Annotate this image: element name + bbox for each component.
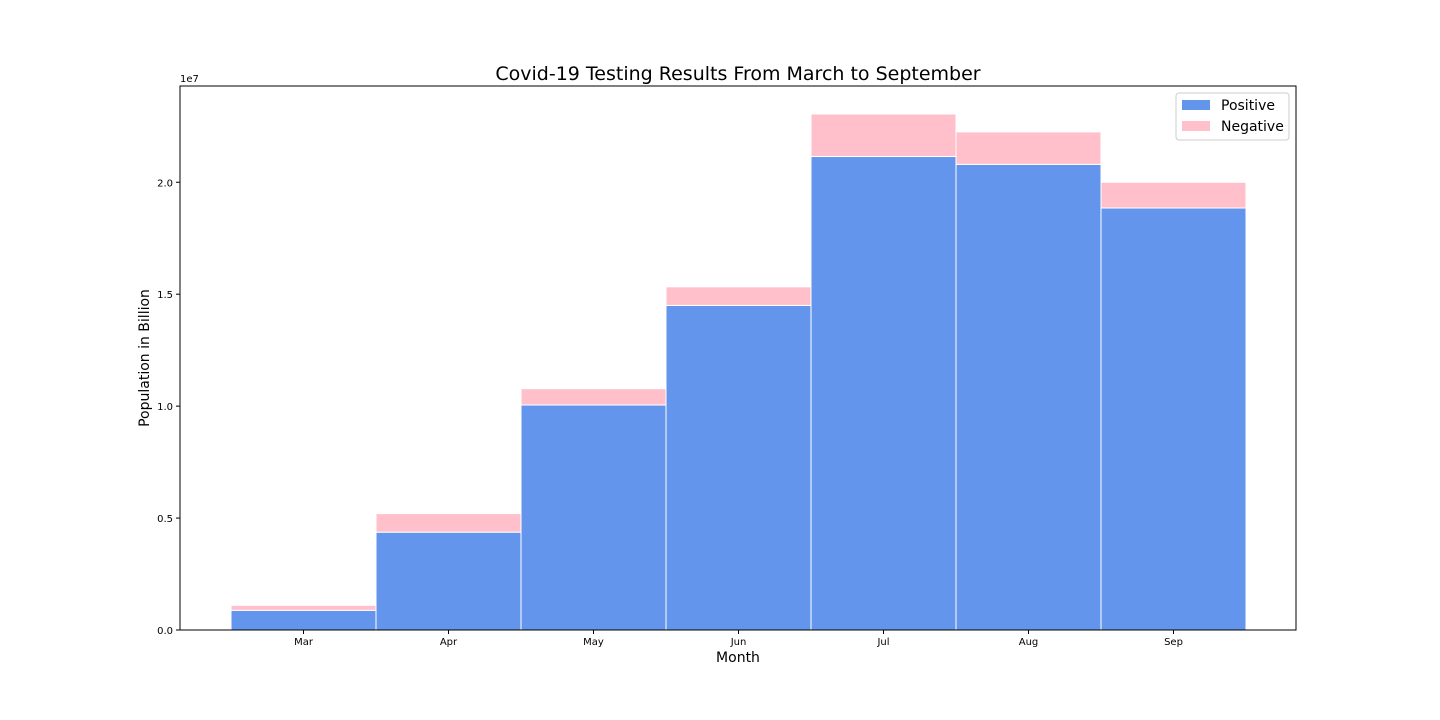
x-tick-label: Aug <box>1019 637 1039 648</box>
bar-positive-jun <box>665 304 812 631</box>
bar-negative-aug <box>955 131 1102 165</box>
bar-positive-sep <box>1100 207 1247 631</box>
bar-positive-may <box>520 404 667 631</box>
x-axis-label: Month <box>716 650 760 666</box>
y-tick-label: 2.0 <box>157 178 173 189</box>
bar-positive-mar <box>230 609 377 631</box>
legend-label-positive: Positive <box>1221 98 1275 114</box>
bar-positive-aug <box>955 163 1102 631</box>
y-tick-label: 1.5 <box>157 290 173 301</box>
y-tick-label: 0.0 <box>157 626 173 637</box>
bar-positive-apr <box>375 531 522 631</box>
x-tick-label: May <box>583 637 604 648</box>
legend-swatch-positive <box>1182 100 1210 110</box>
y-tick-label: 0.5 <box>157 514 173 525</box>
bar-negative-sep <box>1100 181 1247 209</box>
x-tick-label: Jun <box>730 637 747 648</box>
y-ticks-group: 0.0 0.5 1.0 1.5 2.0 <box>157 178 180 637</box>
legend-label-negative: Negative <box>1221 119 1284 135</box>
x-tick-label: Apr <box>440 637 458 648</box>
x-tick-label: Sep <box>1164 637 1183 648</box>
legend-swatch-negative <box>1182 121 1210 131</box>
x-tick-label: Jul <box>876 637 889 648</box>
legend: Positive Negative <box>1175 92 1290 141</box>
chart-title: Covid-19 Testing Results From March to S… <box>495 63 980 85</box>
bar-negative-apr <box>375 513 522 533</box>
y-axis-label: Population in Billion <box>137 289 153 427</box>
y-tick-label: 1.0 <box>157 402 173 413</box>
bars-group <box>230 113 1247 631</box>
bar-negative-jun <box>665 286 812 306</box>
bar-negative-mar <box>230 604 377 611</box>
bar-positive-jul <box>810 156 957 631</box>
bar-negative-may <box>520 388 667 406</box>
x-ticks-group: Mar Apr May Jun Jul Aug Sep <box>294 630 1183 648</box>
y-offset-label: 1e7 <box>180 74 199 85</box>
bar-negative-jul <box>810 113 957 158</box>
x-tick-label: Mar <box>294 637 314 648</box>
